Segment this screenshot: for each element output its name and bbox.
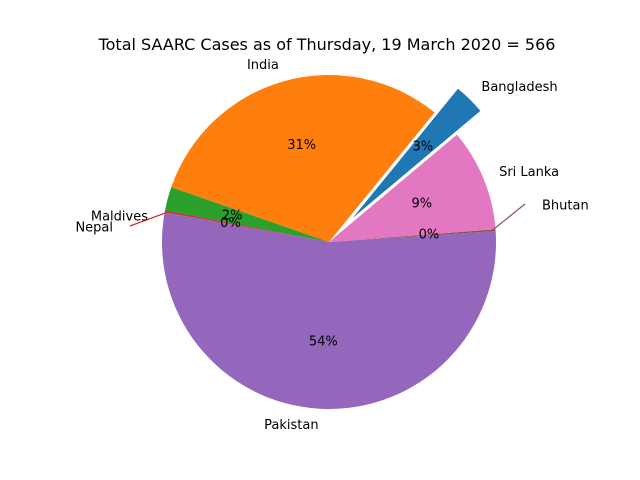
slice-label-bhutan: Bhutan — [542, 199, 589, 214]
slice-label-india: India — [247, 58, 279, 73]
pie-slices — [161, 75, 497, 410]
leader-lines — [129, 203, 526, 231]
percent-label-pakistan: 54% — [309, 335, 338, 350]
slice-label-maldives: Maldives — [91, 210, 148, 225]
slice-label-pakistan: Pakistan — [264, 418, 318, 433]
pie-slice-sri-lanka — [329, 134, 496, 242]
pie-slice-pakistan — [161, 212, 497, 410]
leader-line-nepal — [129, 211, 169, 227]
pie-slice-maldives — [165, 187, 329, 242]
slice-label-bangladesh: Bangladesh — [481, 80, 557, 95]
pie-slice-bangladesh — [352, 88, 481, 219]
pie-slice-nepal — [164, 210, 329, 242]
leader-line-bhutan — [491, 203, 526, 231]
percent-label-bhutan: 0% — [419, 227, 440, 242]
percent-labels: 3%31%2%0%54%0%9% — [220, 138, 439, 349]
chart-title: Total SAARC Cases as of Thursday, 19 Mar… — [98, 35, 556, 54]
percent-label-nepal: 0% — [220, 216, 241, 231]
percent-label-maldives: 2% — [222, 209, 243, 224]
percent-label-india: 31% — [287, 138, 316, 153]
pie-slice-bhutan — [329, 229, 496, 242]
slice-label-nepal: Nepal — [75, 221, 113, 236]
slice-label-sri-lanka: Sri Lanka — [499, 165, 559, 180]
percent-label-bangladesh: 3% — [412, 139, 433, 154]
pie-slice-india — [171, 75, 435, 243]
percent-label-sri-lanka: 9% — [411, 197, 432, 212]
